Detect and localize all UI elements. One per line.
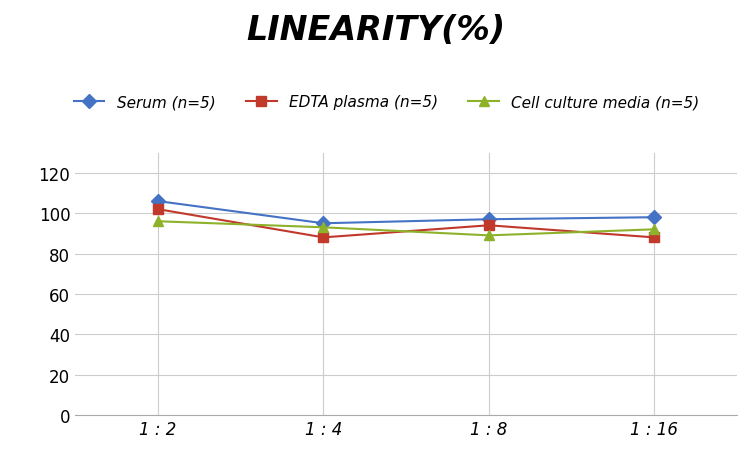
Cell culture media (n=5) xyxy=(650,227,659,233)
Cell culture media (n=5) xyxy=(153,219,162,225)
EDTA plasma (n=5) xyxy=(484,223,493,229)
Serum (n=5) xyxy=(153,199,162,204)
EDTA plasma (n=5) xyxy=(650,235,659,240)
EDTA plasma (n=5) xyxy=(153,207,162,212)
Serum (n=5) xyxy=(484,217,493,222)
Text: LINEARITY(%): LINEARITY(%) xyxy=(247,14,505,46)
Line: Serum (n=5): Serum (n=5) xyxy=(153,197,659,229)
EDTA plasma (n=5) xyxy=(319,235,328,240)
Cell culture media (n=5) xyxy=(319,225,328,230)
Cell culture media (n=5) xyxy=(484,233,493,239)
Line: Cell culture media (n=5): Cell culture media (n=5) xyxy=(153,217,659,241)
Legend: Serum (n=5), EDTA plasma (n=5), Cell culture media (n=5): Serum (n=5), EDTA plasma (n=5), Cell cul… xyxy=(68,89,705,116)
Serum (n=5) xyxy=(319,221,328,226)
Serum (n=5) xyxy=(650,215,659,221)
Line: EDTA plasma (n=5): EDTA plasma (n=5) xyxy=(153,205,659,243)
